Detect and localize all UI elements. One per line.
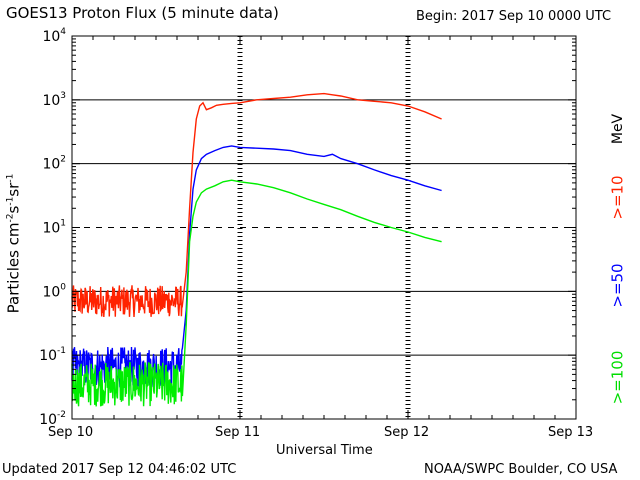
- x-tick-label: Sep 11: [215, 425, 261, 440]
- y-tick-label: 10-1: [39, 346, 66, 364]
- x-tick-label: Sep 10: [48, 425, 94, 440]
- y-axis-label-text: sr: [4, 182, 23, 197]
- begin-label: Begin: 2017 Sep 10 0000 UTC: [416, 9, 612, 24]
- y-axis-label-text: Particles cm: [4, 222, 23, 314]
- legend-50mev: >=50: [608, 263, 627, 308]
- legend-10mev: >=10: [608, 175, 627, 220]
- series-line: [71, 92, 442, 318]
- y-axis-label-exp: -2: [5, 213, 16, 223]
- y-tick-label: 104: [42, 27, 66, 45]
- x-axis-label: Universal Time: [276, 443, 373, 458]
- y-axis-label-exp: -1: [5, 196, 16, 206]
- y-axis-label-text: s: [4, 205, 23, 214]
- y-axis-label-exp: -1: [5, 173, 16, 183]
- units-label: MeV: [610, 113, 626, 145]
- y-axis-label: Particles cm-2s-1sr-1: [4, 144, 23, 344]
- y-tick-label: 101: [42, 219, 66, 237]
- x-tick-label: Sep 12: [384, 425, 430, 440]
- y-tick-label: 103: [42, 91, 66, 109]
- legend-100mev: >=100: [608, 350, 627, 405]
- noaa-credit: NOAA/SWPC Boulder, CO USA: [424, 462, 618, 477]
- x-tick-label: Sep 13: [548, 425, 594, 440]
- y-tick-label: 102: [42, 155, 66, 173]
- series-line: [71, 179, 442, 407]
- y-tick-label: 100: [42, 282, 66, 300]
- series-line: [71, 145, 442, 388]
- updated-timestamp: Updated 2017 Sep 12 04:46:02 UTC: [2, 462, 237, 477]
- chart-title: GOES13 Proton Flux (5 minute data): [6, 4, 279, 22]
